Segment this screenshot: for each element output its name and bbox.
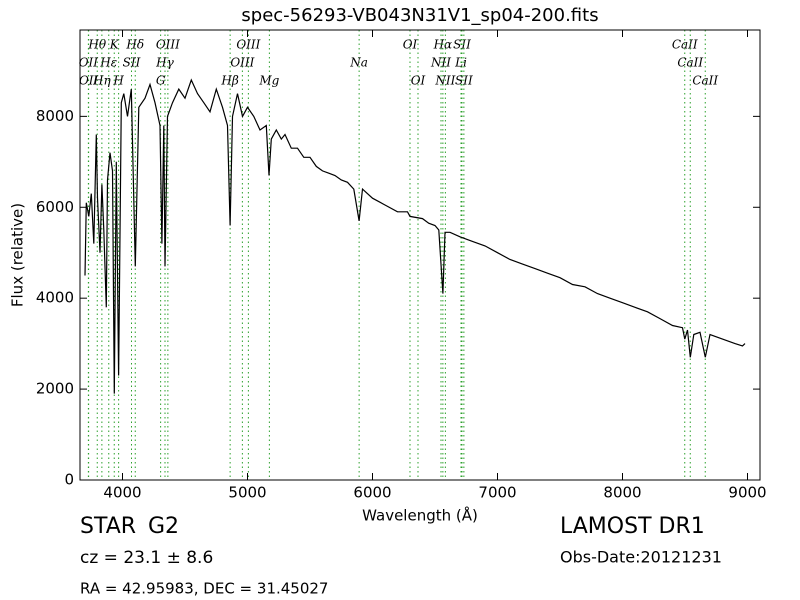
spectral-line-label: G — [156, 74, 166, 88]
spectral-line-label: Hα — [433, 38, 453, 52]
y-tick-label: 6000 — [36, 198, 74, 216]
subclass: G2 — [148, 514, 179, 539]
spectral-line-label: Hε — [99, 56, 117, 70]
spectral-line-label: CaII — [692, 74, 718, 88]
x-tick-label: 6000 — [353, 484, 391, 502]
y-tick-label: 0 — [64, 471, 74, 489]
spectral-line-label: K — [109, 38, 120, 52]
spectral-line-label: SII — [455, 74, 473, 88]
spectral-line-label: OIII — [236, 38, 260, 52]
spectral-line-label: OIII — [230, 56, 254, 70]
spectral-line-label: OIII — [156, 38, 180, 52]
spectral-line-label: OI — [403, 38, 418, 52]
spectral-line-label: CaII — [672, 38, 698, 52]
spectral-line-label: Na — [349, 56, 368, 70]
class: STAR — [80, 514, 136, 539]
cz: cz = 23.1 ± 8.6 — [80, 548, 213, 568]
spectral-line-label: SII — [453, 38, 471, 52]
y-axis-label: Flux (relative) — [9, 203, 27, 307]
coords: RA = 42.95983, DEC = 31.45027 — [80, 580, 328, 598]
spectral-line-label: OI — [411, 74, 426, 88]
spectral-line-label: NII — [430, 56, 451, 70]
obs-date: Obs-Date:20121231 — [560, 548, 722, 567]
spectrum-line — [84, 78, 746, 394]
spectral-line-label: Hβ — [220, 74, 238, 88]
y-tick-label: 4000 — [36, 289, 74, 307]
spectral-line-label: OII — [79, 74, 99, 88]
chart-title: spec-56293-VB043N31V1_sp04-200.fits — [241, 5, 598, 26]
spectral-line-label: NII — [434, 74, 455, 88]
y-tick-label: 8000 — [36, 107, 74, 125]
spectral-line-label: H — [112, 74, 124, 88]
plot-frame — [79, 29, 761, 481]
survey: LAMOST DR1 — [560, 514, 705, 539]
spectral-line-label: CaII — [677, 56, 703, 70]
spectral-line-label: Hη — [92, 74, 111, 88]
spectral-line-label: SII — [123, 56, 141, 70]
x-tick-label: 5000 — [228, 484, 266, 502]
x-tick-label: 8000 — [603, 484, 641, 502]
spectral-line-label: Hδ — [125, 38, 144, 52]
x-tick-label: 4000 — [103, 484, 141, 502]
spectral-line-label: Hγ — [155, 56, 174, 70]
y-tick-label: 2000 — [36, 380, 74, 398]
spectral-line-label: Li — [454, 56, 467, 70]
x-tick-label: 9000 — [728, 484, 766, 502]
spectral-line-label: Hθ — [87, 38, 106, 52]
x-axis-label: Wavelength (Å) — [362, 506, 478, 525]
x-tick-label: 7000 — [478, 484, 516, 502]
spectral-line-label: Mg — [258, 74, 279, 88]
